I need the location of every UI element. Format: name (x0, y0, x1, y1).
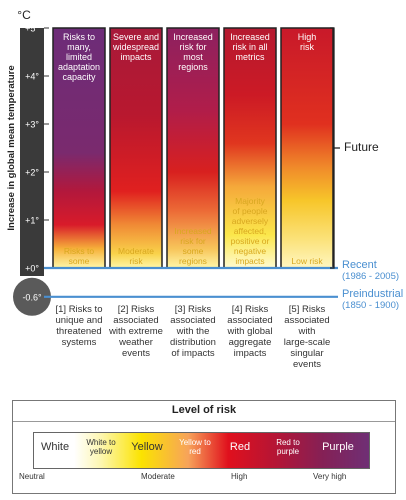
y-axis-title: Increase in global mean temperature (6, 65, 17, 230)
y-tick-label: +2° (25, 168, 39, 178)
y-tick-label: +3° (25, 120, 39, 130)
future-bracket (330, 27, 340, 269)
bar-top-label: Increased risk for most regions (173, 32, 213, 72)
y-tick-label: +4° (25, 72, 39, 82)
y-tick-label: -0.6° (22, 292, 42, 302)
legend-divider (13, 421, 395, 422)
legend-item: Yellow to red (179, 438, 211, 456)
preindustrial-period: (1850 - 1900) (342, 299, 400, 311)
legend-gradient-bar (33, 432, 370, 469)
legend-scale-label: High (231, 472, 248, 481)
risk-bar-4 (223, 27, 277, 269)
category-label: [5] Risks associated with large-scale si… (283, 303, 331, 370)
bar-top-label: Risks to many, limited adaptation capaci… (57, 32, 101, 82)
reference-lines (44, 266, 338, 298)
legend-item: Purple (322, 441, 354, 453)
y-tick-label: +1° (25, 216, 39, 226)
axis-band (20, 28, 44, 276)
bar-low-label: Majority of people adversely affected, p… (230, 196, 270, 266)
category-label: [3] Risks associated with the distributi… (170, 303, 216, 359)
risk-bars (52, 27, 334, 269)
risk-bar-2 (109, 27, 163, 269)
legend-scale-label: Moderate (141, 472, 175, 481)
category-label: [4] Risks associated with global aggrega… (227, 303, 273, 359)
legend-scale-label: Very high (313, 472, 347, 481)
y-tick-label: +0° (25, 264, 39, 274)
bar-low-label: Increased risk for some regions (174, 226, 212, 266)
bar-low-label: Risks to some (63, 246, 95, 266)
risk-bar-5 (280, 27, 334, 269)
bar-top-label: Severe and widespread impacts (112, 32, 160, 62)
recent-period: (1986 - 2005) (342, 271, 400, 282)
y-tick-label: +5° (25, 24, 39, 34)
legend-scale-label: Neutral (19, 472, 45, 481)
preindustrial-marker (13, 277, 51, 316)
category-label: [2] Risks associated with extreme weathe… (109, 303, 163, 359)
preindustrial-label: Preindustrial (342, 287, 404, 300)
legend-item: Red (229, 441, 251, 453)
category-label: [1] Risks to unique and threatened syste… (55, 303, 103, 348)
risk-bar-3 (166, 27, 220, 269)
legend-item: Red to purple (276, 438, 300, 456)
bar-top-label: High risk (297, 32, 317, 52)
bar-top-label: Increased risk in all metrics (230, 32, 270, 62)
legend-item: White to yellow (86, 438, 116, 456)
legend-item: White (40, 441, 70, 453)
legend-item: Yellow (131, 441, 163, 453)
bar-low-label: Moderate risk (118, 246, 154, 266)
legend-title: Level of risk (171, 404, 237, 416)
bar-low-label: Low risk (291, 256, 323, 266)
future-label: Future (344, 140, 379, 154)
y-unit-label: °C (17, 8, 31, 22)
risk-legend: Level of risk White White to yellow Yellow… (12, 400, 396, 494)
recent-label: Recent (342, 259, 377, 271)
chart: +5° +4° +3° +2° +1° +0° -0.6° °C Increase in glo… (6, 8, 340, 316)
risk-bar-1 (52, 27, 106, 269)
y-axis: +5° +4° +3° +2° +1° +0° -0.6° °C Increase in glo… (6, 8, 51, 316)
